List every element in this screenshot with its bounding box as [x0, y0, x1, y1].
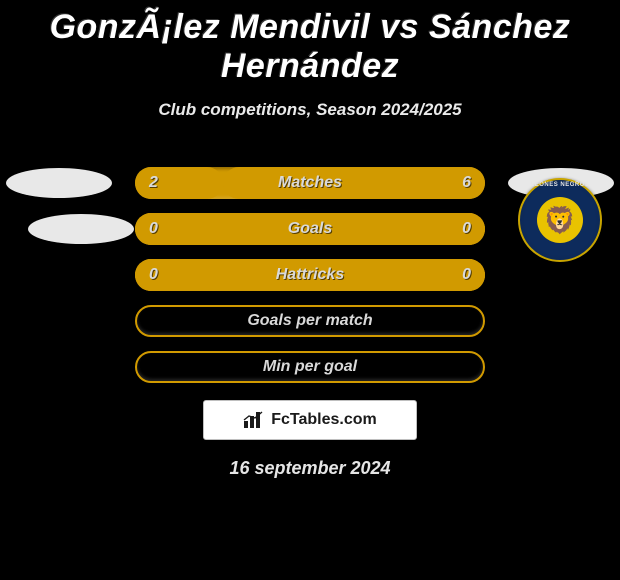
metric-pill-goals: 0 0 Goals	[135, 213, 485, 245]
fill-right	[223, 167, 486, 199]
comparison-infographic: GonzÃ¡lez Mendivil vs Sánchez Hernández …	[0, 0, 620, 580]
metric-label: Goals	[288, 220, 332, 238]
metric-row-gpm: Goals per match	[0, 298, 620, 344]
club-badge-text: LEONES NEGROS	[520, 182, 600, 188]
metric-row-mpg: Min per goal	[0, 344, 620, 390]
metric-pill-gpm: Goals per match	[135, 305, 485, 337]
watermark: FcTables.com	[203, 400, 417, 440]
player-a-oval	[6, 168, 112, 198]
metric-label: Min per goal	[263, 358, 357, 376]
metric-rows: 2 6 Matches 0 0 Goals 0 0 Hattricks Goals per mat…	[0, 120, 620, 390]
lion-icon: 🦁	[537, 197, 583, 243]
metric-label: Hattricks	[276, 266, 344, 284]
watermark-text: FcTables.com	[271, 411, 377, 429]
date-label: 16 september 2024	[0, 440, 620, 479]
value-left: 0	[149, 266, 158, 284]
value-left: 0	[149, 220, 158, 238]
metric-pill-hattricks: 0 0 Hattricks	[135, 259, 485, 291]
bar-chart-icon	[243, 411, 265, 429]
metric-label: Matches	[278, 174, 342, 192]
metric-label: Goals per match	[247, 312, 372, 330]
page-title: GonzÃ¡lez Mendivil vs Sánchez Hernández	[0, 0, 620, 86]
metric-pill-matches: 2 6 Matches	[135, 167, 485, 199]
subtitle: Club competitions, Season 2024/2025	[0, 86, 620, 120]
value-right: 0	[462, 266, 471, 284]
metric-pill-mpg: Min per goal	[135, 351, 485, 383]
player-a-oval	[28, 214, 134, 244]
value-left: 2	[149, 174, 158, 192]
club-badge-right: LEONES NEGROS 🦁	[518, 178, 602, 262]
metric-row-hattricks: 0 0 Hattricks	[0, 252, 620, 298]
value-right: 0	[462, 220, 471, 238]
value-right: 6	[462, 174, 471, 192]
